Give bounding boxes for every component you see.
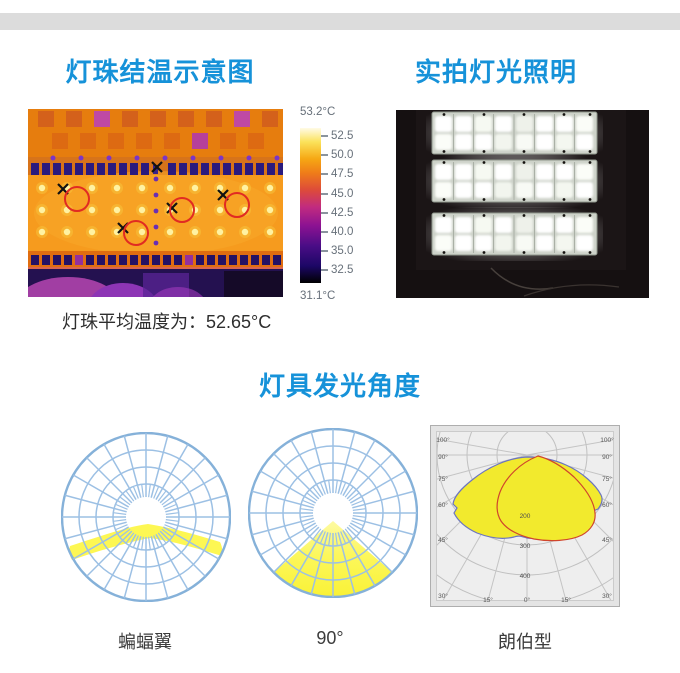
svg-text:100°: 100° <box>600 436 614 444</box>
led-photo-graphic <box>396 110 649 298</box>
thermal-image <box>16 109 286 335</box>
colorbar-tick: 35.0 <box>331 245 354 257</box>
svg-text:30°: 30° <box>602 592 612 600</box>
polar-chart-batwing <box>60 431 232 607</box>
tick-dash <box>321 173 328 175</box>
svg-text:300: 300 <box>520 543 531 550</box>
svg-text:200: 200 <box>520 513 531 520</box>
chart-label-90deg: 90° <box>316 628 344 648</box>
polar-grid <box>60 431 232 603</box>
thermal-markers <box>31 111 286 265</box>
thermal-image-graphic <box>16 109 286 335</box>
tick-dash <box>321 154 328 156</box>
tick-dash <box>321 231 328 233</box>
thermal-section-title: 灯珠结温示意图 <box>65 57 255 87</box>
colorbar-tick: 45.0 <box>331 188 354 200</box>
colorbar-gradient <box>300 128 321 283</box>
angle-labels: 100° 90° 75° 60° 45° 30° 100° 90° 75° 60… <box>436 436 614 604</box>
tick-dash <box>321 250 328 252</box>
tick-dash <box>321 135 328 137</box>
chart-label-lambertian: 朗伯型 <box>498 632 552 652</box>
led-photo <box>396 110 649 298</box>
colorbar-tick: 47.5 <box>331 168 354 180</box>
svg-text:75°: 75° <box>602 475 612 483</box>
colorbar-tick: 32.5 <box>331 264 354 276</box>
photo-section-title: 实拍灯光照明 <box>414 57 577 87</box>
svg-text:400: 400 <box>520 573 531 580</box>
tick-dash <box>321 193 328 195</box>
svg-text:100°: 100° <box>436 436 450 444</box>
chart-label-batwing: 蝙蝠翼 <box>118 632 172 652</box>
tick-dash <box>321 269 328 271</box>
radius-labels: 200 300 400 <box>520 513 531 580</box>
svg-text:60°: 60° <box>602 501 612 509</box>
svg-text:15°: 15° <box>483 596 493 604</box>
colorbar-tick: 42.5 <box>331 207 354 219</box>
svg-text:30°: 30° <box>438 592 448 600</box>
top-divider-bar <box>0 13 680 30</box>
colorbar-max-label: 53.2°C <box>300 106 336 118</box>
svg-text:60°: 60° <box>438 501 448 509</box>
svg-text:0°: 0° <box>524 596 531 604</box>
colorbar-tick: 50.0 <box>331 149 354 161</box>
svg-text:75°: 75° <box>438 475 448 483</box>
beam-section-title: 灯具发光角度 <box>258 371 421 401</box>
polar-chart-lambertian: 100° 90° 75° 60° 45° 30° 100° 90° 75° 60… <box>430 425 620 612</box>
colorbar-tick: 52.5 <box>331 130 354 142</box>
colorbar-min-label: 31.1°C <box>300 290 336 302</box>
batwing-beam-shape <box>69 524 223 560</box>
average-temperature-caption: 灯珠平均温度为：52.65°C <box>62 312 272 332</box>
polar-chart-90deg <box>247 427 419 603</box>
tick-dash <box>321 212 328 214</box>
svg-text:45°: 45° <box>438 536 448 544</box>
svg-text:15°: 15° <box>561 596 571 604</box>
temperature-colorbar: 53.2°C 52.5 50.0 47.5 45.0 42.5 40.0 35.… <box>296 106 376 306</box>
svg-text:90°: 90° <box>602 453 612 461</box>
colorbar-tick: 40.0 <box>331 226 354 238</box>
polar-grid <box>247 427 419 599</box>
svg-text:45°: 45° <box>602 536 612 544</box>
svg-text:90°: 90° <box>438 453 448 461</box>
